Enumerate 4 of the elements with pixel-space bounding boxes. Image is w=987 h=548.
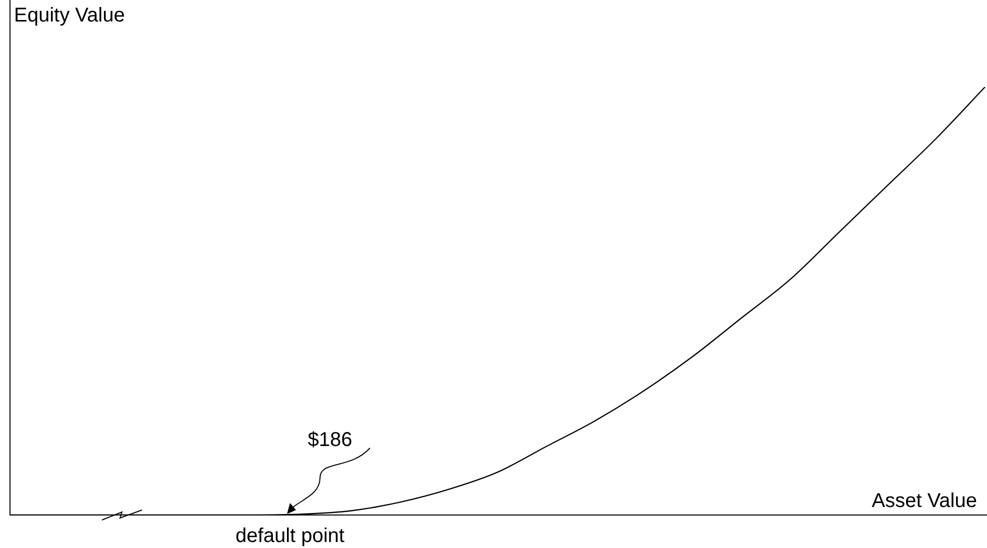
x-axis-title: Asset Value <box>872 490 977 512</box>
y-axis-title: Equity Value <box>14 4 125 27</box>
text: default point <box>236 525 345 547</box>
annotation: $186 <box>308 429 352 451</box>
